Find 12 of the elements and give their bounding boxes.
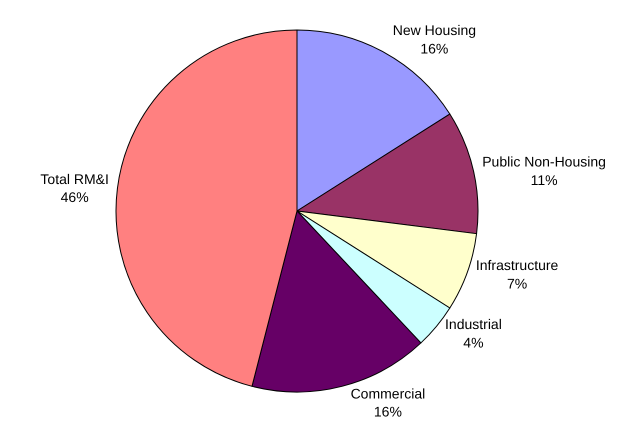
slice-label: Public Non-Housing: [482, 154, 606, 170]
data-label: 11%: [530, 172, 558, 188]
data-label: 7%: [506, 275, 528, 292]
slice-label: Infrastructure: [476, 257, 559, 274]
data-label: 16%: [420, 40, 448, 56]
slice-label: Commercial: [350, 385, 426, 402]
data-label: 46%: [60, 189, 89, 206]
data-label: 16%: [374, 403, 402, 420]
slice-label: Total RM&I: [40, 170, 109, 187]
slice-label: Industrial: [445, 316, 502, 332]
slice-label: New Housing: [392, 22, 476, 38]
data-label: 4%: [463, 334, 484, 350]
